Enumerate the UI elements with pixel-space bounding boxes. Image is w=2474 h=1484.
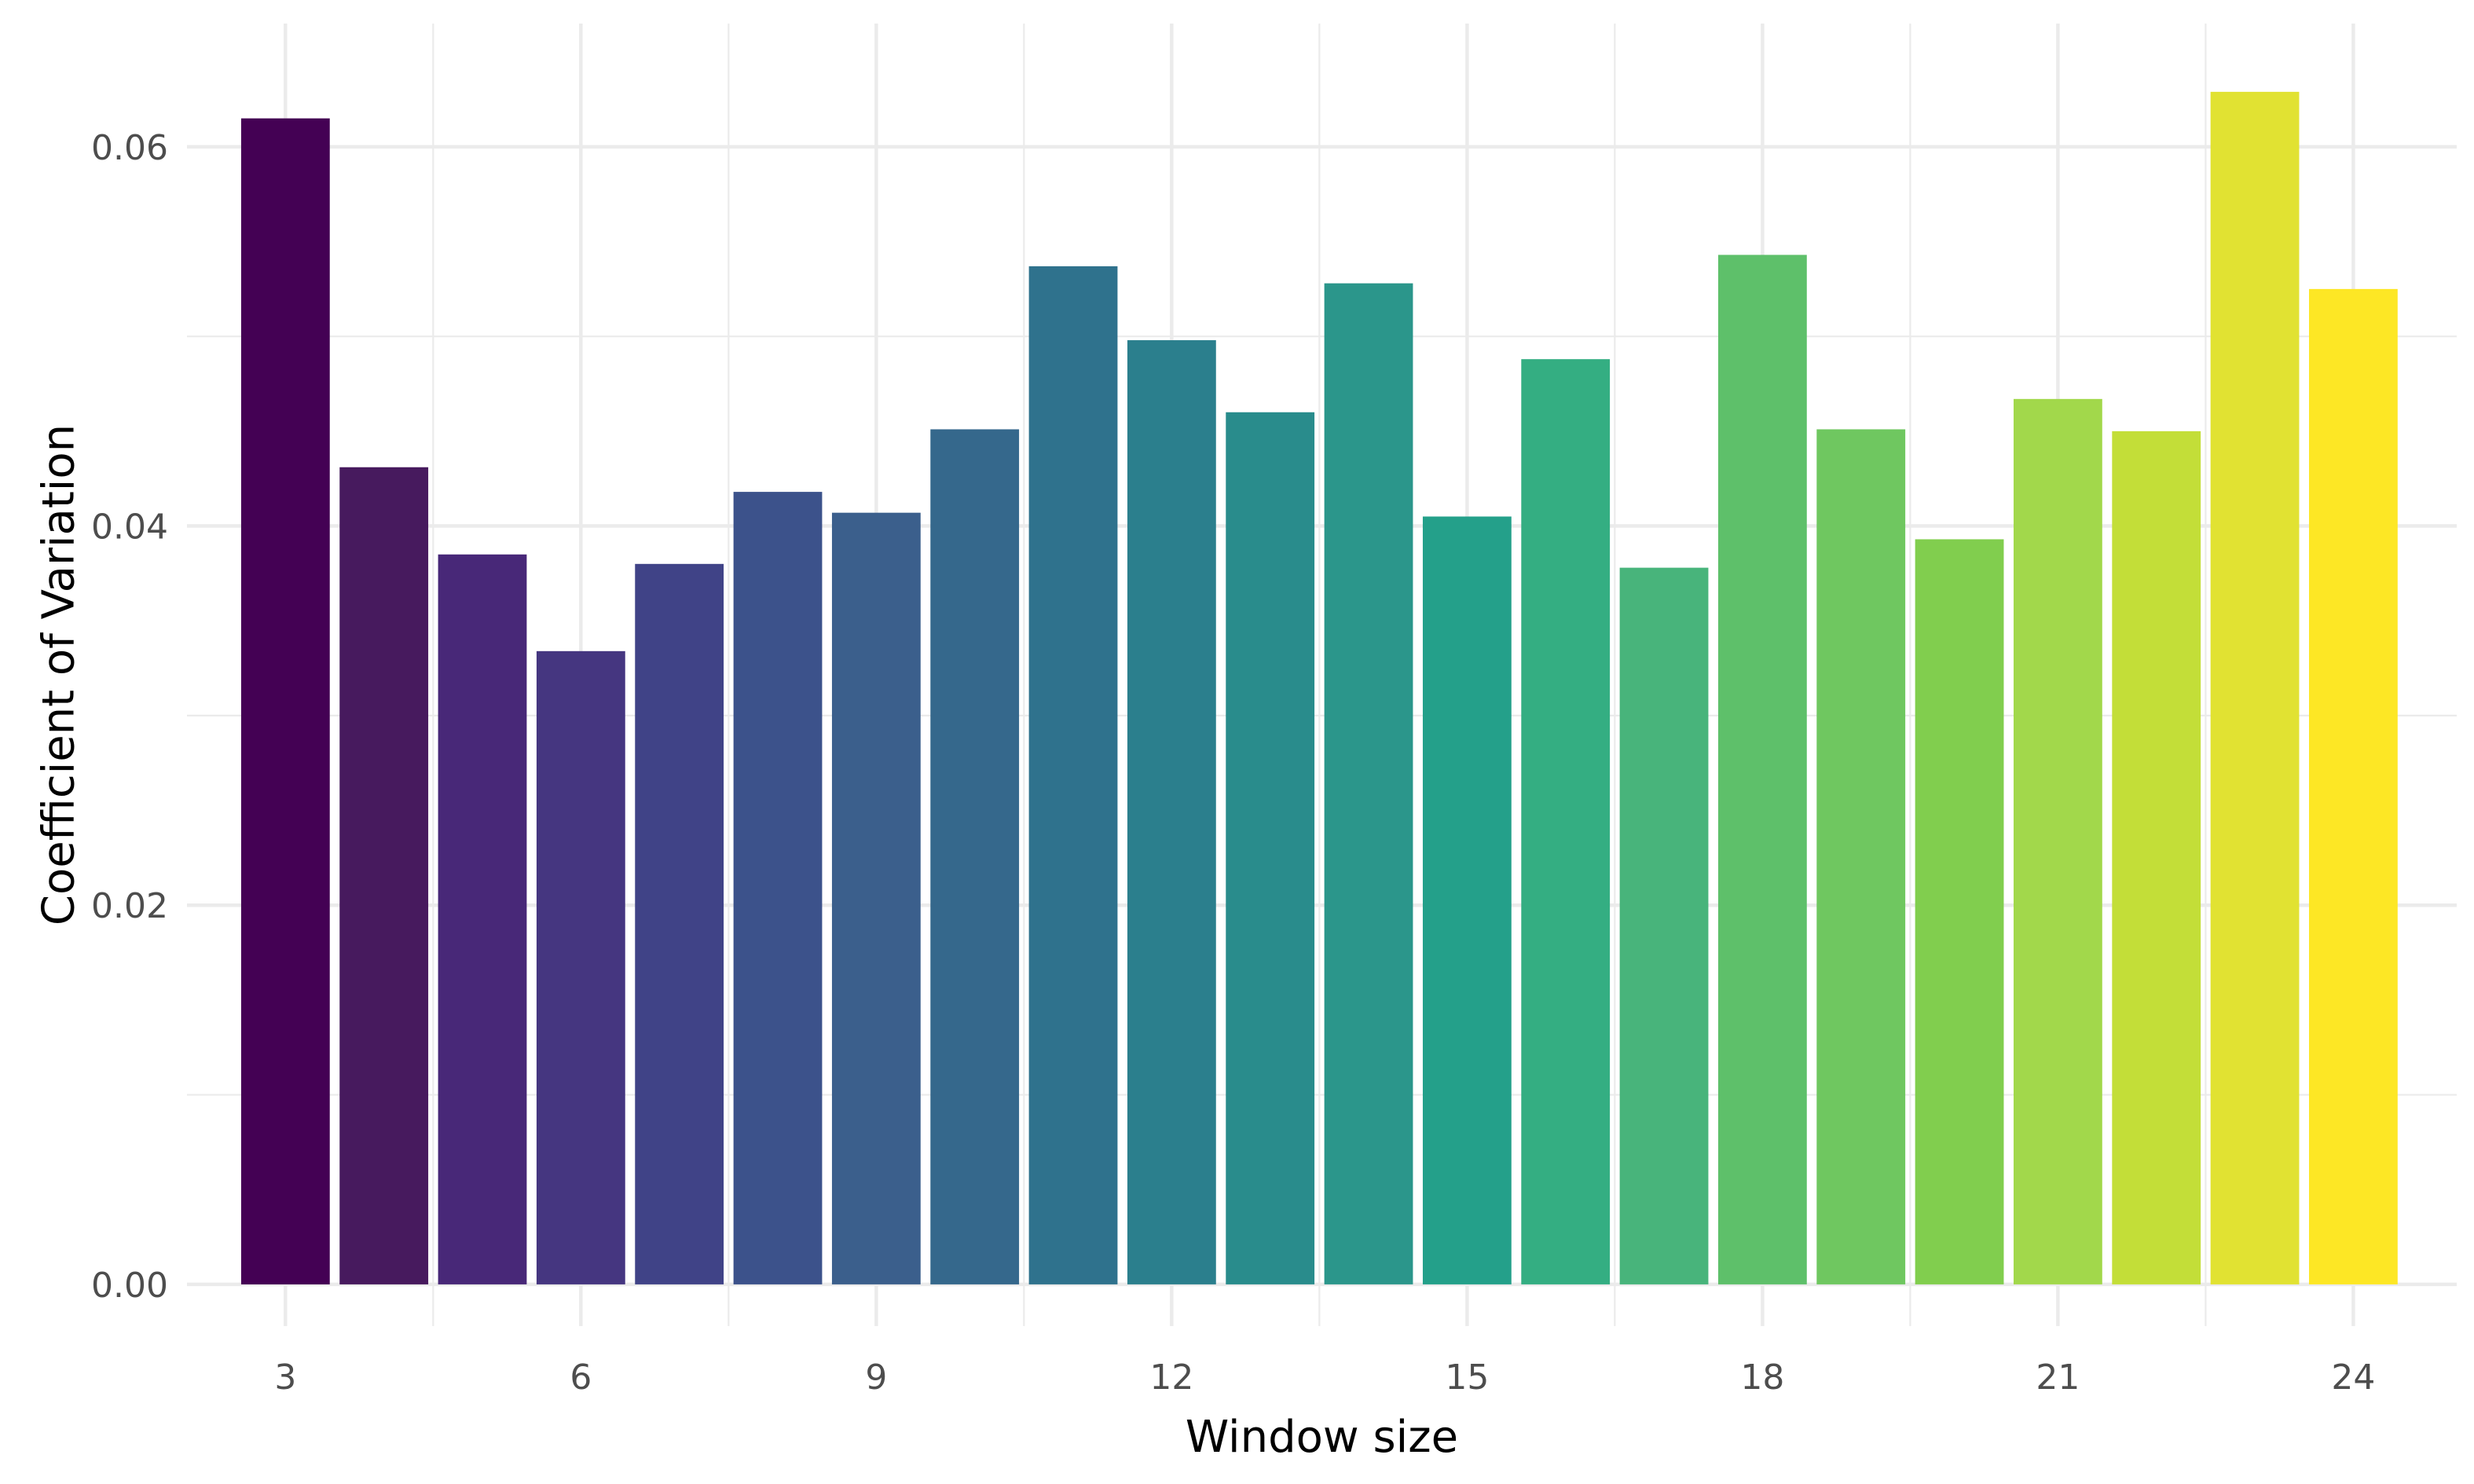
bar-window-14: [1324, 283, 1413, 1284]
x-tick-label: 15: [1445, 1358, 1489, 1398]
bar-window-13: [1226, 412, 1315, 1284]
x-tick-label: 3: [274, 1358, 296, 1398]
bar-window-12: [1127, 340, 1216, 1284]
x-tick-label: 9: [865, 1358, 887, 1398]
x-tick-labels: 3 6 9 12 15 18 21 24: [274, 1358, 2375, 1398]
x-axis-title: Window size: [1186, 1412, 1458, 1463]
bar-window-23: [2210, 91, 2300, 1284]
bar-window-16: [1521, 359, 1611, 1284]
bar-window-10: [930, 429, 1020, 1284]
y-tick-label: 0.04: [91, 507, 168, 548]
bar-window-19: [1816, 429, 1906, 1284]
x-tick-label: 6: [570, 1358, 592, 1398]
bar-window-15: [1422, 516, 1512, 1284]
bar-window-22: [2112, 431, 2201, 1284]
bar-window-8: [733, 492, 823, 1284]
y-tick-label: 0.06: [91, 128, 168, 168]
x-tick-label: 12: [1149, 1358, 1193, 1398]
bars: [240, 91, 2398, 1284]
bar-window-18: [1717, 255, 1807, 1284]
x-tick-label: 24: [2331, 1358, 2375, 1398]
y-tick-labels: 0.00 0.02 0.04 0.06: [91, 128, 168, 1306]
bar-window-20: [1915, 539, 2004, 1284]
x-tick-label: 18: [1740, 1358, 1784, 1398]
bar-window-11: [1028, 266, 1118, 1284]
y-tick-label: 0.00: [91, 1266, 168, 1306]
y-tick-label: 0.02: [91, 886, 168, 926]
bar-window-9: [831, 512, 921, 1284]
bar-window-24: [2308, 288, 2398, 1284]
bar-window-5: [438, 554, 527, 1284]
bar-window-4: [339, 467, 429, 1284]
y-axis-title: Coefficient of Variation: [34, 424, 85, 925]
bar-window-7: [635, 563, 724, 1284]
bar-window-17: [1619, 567, 1709, 1284]
x-tick-label: 21: [2036, 1358, 2080, 1398]
bar-window-6: [536, 650, 625, 1284]
bar-window-21: [2013, 398, 2102, 1284]
bar-window-3: [240, 118, 330, 1284]
